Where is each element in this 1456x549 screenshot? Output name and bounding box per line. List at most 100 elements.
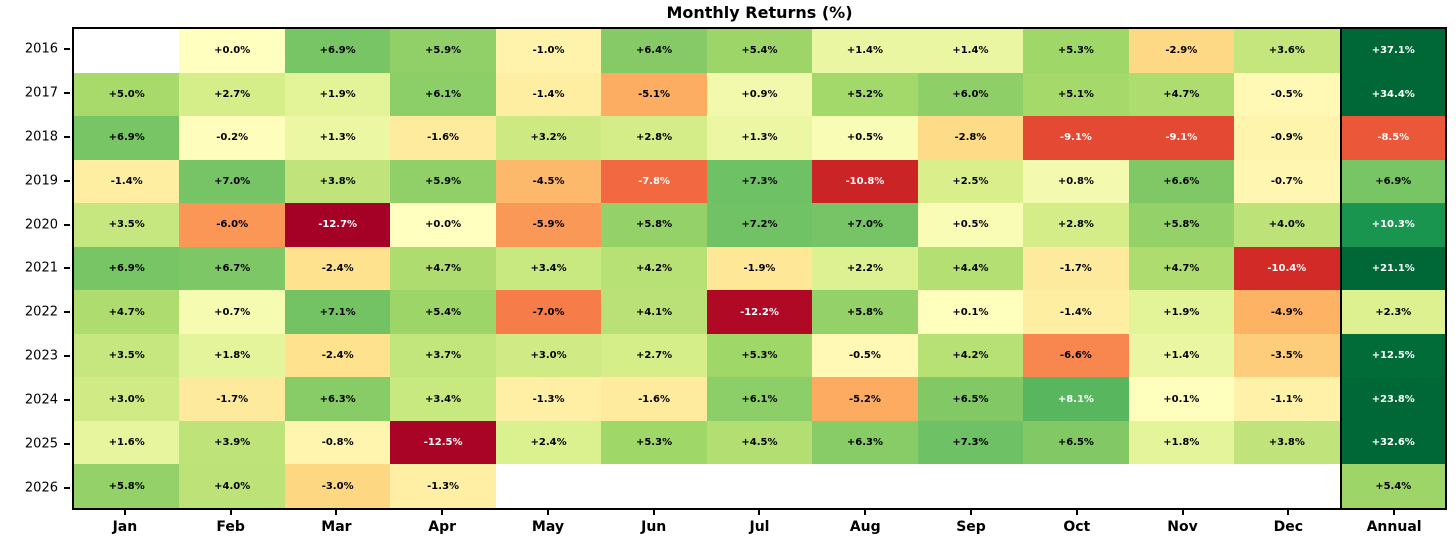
y-axis-row: 2024 bbox=[0, 378, 72, 422]
monthly-return-cell: -1.0% bbox=[495, 29, 602, 73]
monthly-return-cell: +1.4% bbox=[917, 29, 1024, 73]
x-axis-label: Nov bbox=[1167, 519, 1198, 535]
monthly-return-cell: +5.8% bbox=[74, 464, 180, 508]
monthly-return-cell bbox=[706, 464, 813, 508]
monthly-return-cell: -2.8% bbox=[917, 116, 1024, 160]
y-axis-row: 2023 bbox=[0, 334, 72, 378]
x-tick bbox=[72, 510, 178, 515]
monthly-return-cell: -0.9% bbox=[1234, 116, 1340, 160]
x-axis-label: Annual bbox=[1366, 519, 1422, 535]
x-tick bbox=[1024, 510, 1130, 515]
monthly-return-cell: -2.4% bbox=[284, 333, 391, 378]
monthly-return-cell: +3.6% bbox=[1234, 29, 1340, 73]
annual-return-cell: +12.5% bbox=[1339, 333, 1445, 378]
y-tick bbox=[64, 443, 70, 446]
monthly-return-cell: +5.4% bbox=[390, 290, 496, 334]
y-tick bbox=[64, 223, 70, 226]
monthly-return-cell: -9.1% bbox=[1128, 116, 1235, 160]
monthly-return-cell: +4.7% bbox=[390, 246, 496, 291]
annual-return-cell: +6.9% bbox=[1339, 159, 1445, 204]
x-tick bbox=[1130, 510, 1236, 515]
monthly-return-cell: -5.1% bbox=[601, 72, 707, 117]
annual-return-cell: +10.3% bbox=[1339, 203, 1445, 247]
annual-return-cell: +21.1% bbox=[1339, 246, 1445, 291]
monthly-return-cell: -7.8% bbox=[601, 159, 707, 204]
monthly-return-cell: +1.9% bbox=[284, 72, 391, 117]
monthly-return-cell bbox=[917, 464, 1024, 508]
y-axis-row: 2019 bbox=[0, 159, 72, 203]
annual-return-cell: +37.1% bbox=[1339, 29, 1445, 73]
monthly-return-cell: +5.1% bbox=[1023, 72, 1129, 117]
y-axis-label: 2019 bbox=[24, 173, 58, 189]
monthly-return-cell: +1.3% bbox=[706, 116, 813, 160]
monthly-return-cell: +3.8% bbox=[284, 159, 391, 204]
y-axis-row: 2017 bbox=[0, 71, 72, 115]
y-axis-row: 2016 bbox=[0, 27, 72, 71]
monthly-return-cell: +6.4% bbox=[601, 29, 707, 73]
monthly-return-cell: +3.9% bbox=[179, 420, 285, 465]
monthly-return-cell: -3.0% bbox=[284, 464, 391, 508]
y-axis-row: 2020 bbox=[0, 203, 72, 247]
x-axis-label: Jul bbox=[749, 519, 770, 535]
monthly-return-cell bbox=[1234, 464, 1340, 508]
annual-return-cell: +5.4% bbox=[1339, 464, 1445, 508]
monthly-return-cell: +3.7% bbox=[390, 333, 496, 378]
y-axis-label: 2021 bbox=[24, 260, 58, 276]
monthly-return-cell: -6.6% bbox=[1023, 333, 1129, 378]
monthly-return-cell: +6.6% bbox=[1128, 159, 1235, 204]
monthly-return-cell: -1.3% bbox=[390, 464, 496, 508]
monthly-return-cell: -6.0% bbox=[179, 203, 285, 247]
annual-return-cell: +32.6% bbox=[1339, 420, 1445, 465]
x-axis-label: Mar bbox=[321, 519, 352, 535]
monthly-return-cell bbox=[812, 464, 918, 508]
monthly-return-cell bbox=[1023, 464, 1129, 508]
monthly-return-cell bbox=[495, 464, 602, 508]
monthly-return-cell: +6.5% bbox=[917, 377, 1024, 421]
monthly-return-cell: +6.5% bbox=[1023, 420, 1129, 465]
monthly-return-cell: -1.7% bbox=[1023, 246, 1129, 291]
monthly-return-cell: -12.7% bbox=[284, 203, 391, 247]
monthly-return-cell: +8.1% bbox=[1023, 377, 1129, 421]
monthly-return-cell: -2.9% bbox=[1128, 29, 1235, 73]
monthly-return-cell: +3.0% bbox=[74, 377, 180, 421]
monthly-return-cell: +5.3% bbox=[1023, 29, 1129, 73]
monthly-return-cell: -0.5% bbox=[812, 333, 918, 378]
monthly-return-cell: +0.5% bbox=[917, 203, 1024, 247]
y-axis-label: 2026 bbox=[24, 480, 58, 496]
monthly-return-cell bbox=[74, 29, 180, 73]
monthly-return-cell: +6.3% bbox=[284, 377, 391, 421]
x-tick bbox=[1341, 510, 1447, 515]
y-tick bbox=[64, 267, 70, 270]
monthly-return-cell: -2.4% bbox=[284, 246, 391, 291]
monthly-return-cell: +4.7% bbox=[1128, 246, 1235, 291]
y-axis-row: 2022 bbox=[0, 290, 72, 334]
monthly-return-cell: +5.9% bbox=[390, 29, 496, 73]
monthly-return-cell: +3.8% bbox=[1234, 420, 1340, 465]
y-axis-label: 2020 bbox=[24, 217, 58, 233]
y-tick bbox=[64, 355, 70, 358]
monthly-return-cell: +2.8% bbox=[601, 116, 707, 160]
monthly-return-cell: +4.2% bbox=[917, 333, 1024, 378]
monthly-return-cell: +1.9% bbox=[1128, 290, 1235, 334]
monthly-return-cell: +0.8% bbox=[1023, 159, 1129, 204]
y-tick bbox=[64, 135, 70, 138]
monthly-return-cell: -0.5% bbox=[1234, 72, 1340, 117]
monthly-return-cell: +1.8% bbox=[179, 333, 285, 378]
monthly-return-cell: -1.4% bbox=[495, 72, 602, 117]
monthly-return-cell: +0.0% bbox=[179, 29, 285, 73]
monthly-return-cell: +1.4% bbox=[812, 29, 918, 73]
monthly-return-cell: +4.7% bbox=[74, 290, 180, 334]
monthly-return-cell: -1.1% bbox=[1234, 377, 1340, 421]
monthly-return-cell: +6.3% bbox=[812, 420, 918, 465]
monthly-return-cell: +3.4% bbox=[390, 377, 496, 421]
monthly-return-cell bbox=[1128, 464, 1235, 508]
monthly-return-cell: -9.1% bbox=[1023, 116, 1129, 160]
monthly-return-cell: +2.7% bbox=[601, 333, 707, 378]
y-axis-label: 2018 bbox=[24, 129, 58, 145]
monthly-return-cell: -10.8% bbox=[812, 159, 918, 204]
monthly-return-cell: +2.2% bbox=[812, 246, 918, 291]
monthly-return-cell: -1.6% bbox=[390, 116, 496, 160]
monthly-return-cell: +6.0% bbox=[917, 72, 1024, 117]
monthly-return-cell: -0.8% bbox=[284, 420, 391, 465]
x-axis-label: Sep bbox=[956, 519, 986, 535]
